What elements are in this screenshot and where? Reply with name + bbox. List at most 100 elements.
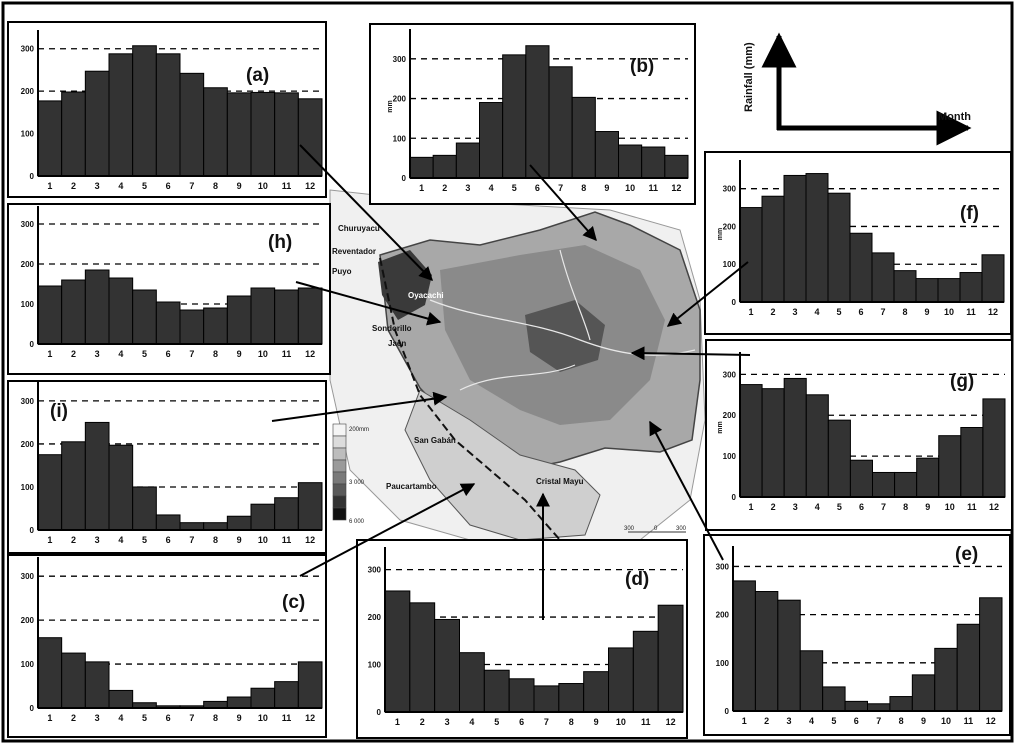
site-label: Jaen bbox=[388, 339, 406, 348]
scale-label: 300 bbox=[624, 526, 635, 532]
bar bbox=[108, 689, 134, 709]
y-tick-label: 0 bbox=[732, 493, 737, 502]
x-tick-label: 8 bbox=[899, 716, 904, 726]
x-tick-label: 5 bbox=[837, 502, 842, 512]
legend-swatch bbox=[332, 447, 347, 461]
site-label: Oyacachi bbox=[408, 291, 444, 300]
bar bbox=[805, 173, 829, 303]
site-label: Puyo bbox=[332, 267, 352, 276]
bar bbox=[502, 54, 527, 179]
panel-title: (d) bbox=[625, 569, 649, 590]
bar bbox=[108, 277, 134, 345]
x-tick-label: 9 bbox=[237, 349, 242, 359]
x-tick-label: 2 bbox=[770, 307, 775, 317]
x-tick-label: 5 bbox=[831, 716, 836, 726]
bar bbox=[783, 377, 807, 498]
bar bbox=[911, 674, 936, 712]
x-tick-label: 4 bbox=[489, 183, 494, 193]
x-tick-label: 3 bbox=[465, 183, 470, 193]
x-tick-label: 11 bbox=[967, 502, 977, 512]
y-tick-label: 200 bbox=[368, 613, 382, 622]
x-tick-label: 3 bbox=[792, 307, 797, 317]
site-label: Reventador bbox=[332, 247, 376, 256]
arrow-b bbox=[529, 164, 597, 242]
y-tick-label: 100 bbox=[21, 130, 35, 139]
y-tick-label: 0 bbox=[30, 340, 35, 349]
y-tick-label: 200 bbox=[21, 616, 35, 625]
bar bbox=[548, 66, 573, 179]
bar bbox=[203, 522, 228, 531]
x-tick-label: 11 bbox=[282, 713, 292, 723]
bar bbox=[226, 515, 252, 531]
x-tick-label: 6 bbox=[166, 713, 171, 723]
legend-label: 6 000 bbox=[349, 519, 365, 525]
bar bbox=[250, 91, 276, 177]
x-tick-label: 3 bbox=[95, 535, 100, 545]
bar bbox=[937, 278, 961, 303]
x-tick-label: 1 bbox=[748, 307, 753, 317]
legend-swatch bbox=[332, 459, 347, 473]
y-tick-label: 300 bbox=[21, 572, 35, 581]
x-tick-label: 12 bbox=[988, 307, 998, 317]
bar bbox=[483, 669, 510, 713]
x-tick-label: 10 bbox=[941, 716, 951, 726]
bar bbox=[632, 630, 659, 713]
x-tick-label: 8 bbox=[581, 183, 586, 193]
x-tick-label: 1 bbox=[47, 349, 52, 359]
bar bbox=[982, 398, 1006, 498]
x-tick-label: 1 bbox=[47, 713, 52, 723]
y-tick-label: 0 bbox=[377, 708, 382, 717]
y-tick-label: 300 bbox=[723, 370, 737, 379]
y-tick-label: 100 bbox=[21, 483, 35, 492]
x-tick-label: 7 bbox=[189, 349, 194, 359]
bar bbox=[250, 687, 276, 709]
bar bbox=[618, 144, 643, 179]
bar bbox=[226, 295, 252, 345]
arrow-c bbox=[299, 483, 476, 577]
x-tick-label: 12 bbox=[671, 183, 681, 193]
x-tick-label: 2 bbox=[442, 183, 447, 193]
x-tick-label: 7 bbox=[876, 716, 881, 726]
map-dark-zone bbox=[525, 300, 605, 372]
bar bbox=[799, 650, 824, 712]
bar bbox=[761, 388, 785, 498]
bar bbox=[508, 678, 535, 713]
x-tick-label: 12 bbox=[666, 717, 676, 727]
x-tick-label: 12 bbox=[305, 349, 315, 359]
y-tick-label: 300 bbox=[716, 562, 730, 571]
legend-swatch bbox=[332, 483, 347, 497]
bar bbox=[533, 685, 560, 713]
x-tick-label: 10 bbox=[944, 307, 954, 317]
bar bbox=[37, 100, 63, 177]
bar bbox=[37, 285, 63, 345]
y-tick-label: 200 bbox=[716, 611, 730, 620]
bar bbox=[37, 637, 63, 709]
bar bbox=[61, 652, 86, 709]
map-river bbox=[429, 299, 696, 356]
y-axis-label: mm bbox=[717, 228, 724, 240]
bar bbox=[867, 703, 891, 712]
bar bbox=[84, 269, 110, 345]
bar bbox=[297, 287, 323, 345]
x-tick-label: 4 bbox=[118, 349, 123, 359]
y-axis-label: mm bbox=[387, 100, 394, 112]
bar bbox=[226, 696, 252, 709]
x-tick-label: 9 bbox=[237, 713, 242, 723]
panel-title: (f) bbox=[960, 203, 979, 224]
x-tick-label: 8 bbox=[213, 349, 218, 359]
y-tick-label: 0 bbox=[725, 707, 730, 716]
x-tick-label: 4 bbox=[469, 717, 474, 727]
bar bbox=[571, 96, 596, 179]
y-tick-label: 0 bbox=[30, 526, 35, 535]
x-tick-label: 3 bbox=[95, 349, 100, 359]
location-arrows bbox=[271, 144, 751, 620]
bar bbox=[657, 604, 684, 713]
y-tick-label: 0 bbox=[30, 704, 35, 713]
bar bbox=[893, 270, 917, 303]
bar bbox=[641, 146, 666, 179]
bar bbox=[959, 272, 983, 303]
